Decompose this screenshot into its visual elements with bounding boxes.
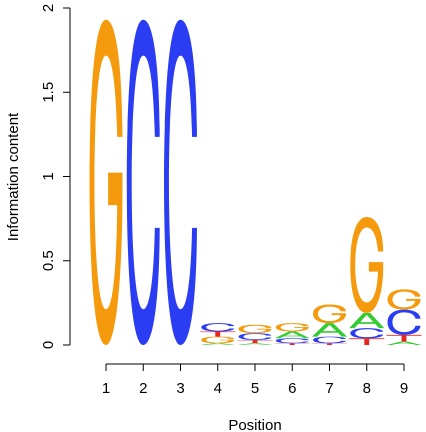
y-axis-title: Information content	[5, 112, 22, 241]
x-axis-title: Position	[228, 417, 281, 432]
x-axis-ticks: 1 2 3 4 5 6 7 8 9	[102, 364, 408, 397]
logo-letter-a-pos-4	[200, 343, 236, 345]
logo-letter-g-pos-6	[275, 323, 309, 332]
logo-letter-c-pos-8	[350, 328, 384, 339]
logo-letter-c-pos-6	[275, 338, 309, 344]
logo-letter-t-pos-7	[311, 343, 348, 345]
logo-letter-a-pos-6	[274, 331, 310, 339]
x-tick-label: 5	[251, 380, 259, 397]
x-tick-label: 9	[400, 380, 408, 397]
x-tick-label: 2	[139, 380, 147, 397]
logo-letter-t-pos-9	[386, 334, 422, 342]
logo-letter-c-pos-5	[238, 333, 272, 340]
x-tick-label: 3	[176, 380, 184, 397]
x-tick-label: 7	[325, 380, 333, 397]
logo-letter-a-pos-5	[237, 343, 273, 345]
logo-letter-g-pos-1	[89, 19, 123, 346]
logo-letter-t-pos-8	[349, 338, 385, 345]
x-tick-label: 4	[214, 380, 222, 397]
logo-letter-g-pos-5	[238, 324, 272, 334]
logo-letter-c-pos-2	[126, 19, 160, 346]
logo-letter-c-pos-4	[201, 323, 235, 332]
y-tick-label: 0	[40, 341, 57, 349]
x-axis: 1 2 3 4 5 6 7 8 9	[102, 363, 408, 397]
y-tick-label: 1.5	[40, 82, 57, 103]
logo-letter-g-pos-8	[350, 216, 384, 313]
logo-letter-a-pos-8	[349, 312, 385, 329]
logo-letter-a-pos-7	[311, 323, 348, 337]
logo-letter-t-pos-4	[200, 331, 236, 337]
logo-letters	[89, 19, 422, 346]
y-axis-ticks: 0 0.5 1 1.5 2	[40, 4, 70, 349]
logo-letter-g-pos-4	[201, 336, 235, 344]
y-tick-label: 0.5	[40, 250, 57, 271]
logo-letter-c-pos-7	[313, 336, 346, 344]
logo-letter-g-pos-7	[313, 304, 346, 324]
y-axis: 0 0.5 1 1.5 2	[40, 4, 71, 349]
logo-letter-t-pos-5	[237, 339, 273, 344]
x-tick-label: 8	[363, 380, 371, 397]
logo-letter-c-pos-3	[164, 19, 197, 346]
logo-letter-c-pos-9	[387, 309, 421, 335]
logo-letter-g-pos-9	[387, 289, 421, 310]
y-tick-label: 2	[40, 4, 57, 12]
logo-letter-t-pos-6	[274, 343, 310, 345]
logo-letter-a-pos-9	[386, 341, 422, 345]
x-tick-label: 6	[288, 380, 296, 397]
x-tick-label: 1	[102, 380, 110, 397]
y-tick-label: 1	[40, 172, 57, 180]
